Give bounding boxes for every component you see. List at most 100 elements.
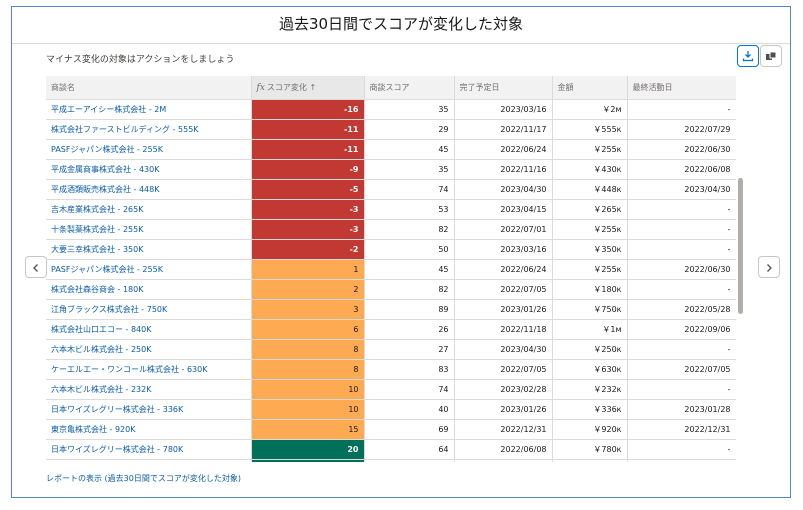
opportunity-name-cell: 大要三幸株式会社 - 350K <box>46 239 252 260</box>
opportunity-link[interactable]: PASFジャパン株式会社 - 255K <box>51 145 163 154</box>
close-date-cell: 2022/07/01 <box>454 219 553 240</box>
opportunity-link[interactable]: 六本木ビル株式会社 - 232K <box>51 385 152 394</box>
download-button[interactable] <box>737 45 759 67</box>
last-activity-cell: 2022/09/06 <box>627 319 736 340</box>
last-activity-cell: - <box>627 199 736 220</box>
next-button[interactable] <box>758 256 780 278</box>
scrollbar-thumb[interactable] <box>738 178 743 314</box>
card-title: 過去30日間でスコアが変化した対象 <box>12 7 790 44</box>
close-date-cell: 2023/01/22 <box>454 459 553 462</box>
table-header-row: 商談名 fx スコア変化 ↑ 商談スコア 完了予定日 金額 最終活動日 <box>46 76 736 100</box>
close-date-cell: 2022/07/05 <box>454 279 553 300</box>
amount-cell: ￥630к <box>552 359 628 380</box>
last-activity-cell: - <box>627 439 736 460</box>
last-activity-cell: - <box>627 379 736 400</box>
opportunity-name-cell: 江角ブラックス株式会社 - 750K <box>46 299 252 320</box>
table-row: 十条製薬株式会社 - 255K -3 82 2022/07/01 ￥255к - <box>46 219 736 240</box>
last-activity-cell: 2022/06/08 <box>627 159 736 180</box>
table-row: 江角ブラックス株式会社 - 750K 3 89 2023/01/26 ￥750к 2022… <box>46 299 736 320</box>
column-header-opportunity-name[interactable]: 商談名 <box>46 76 252 100</box>
opportunity-link[interactable]: 日本ワイズレグリー株式会社 - 780K <box>51 445 184 454</box>
column-header-opportunity-score[interactable]: 商談スコア <box>364 76 455 100</box>
close-date-cell: 2023/04/30 <box>454 179 553 200</box>
previous-button[interactable] <box>25 256 47 278</box>
table-row: 六本木ビル株式会社 - 250K 8 27 2023/04/30 ￥250к - <box>46 339 736 360</box>
score-change-cell: -3 <box>251 199 365 220</box>
table-row: 日本ワイズレグリー株式会社 - 336K 10 40 2023/01/26 ￥336к 2… <box>46 399 736 420</box>
opportunity-name-cell: 六本木ビル株式会社 - 250K <box>46 339 252 360</box>
opportunity-link[interactable]: 平成酒類販売株式会社 - 448K <box>51 185 160 194</box>
opportunity-score-cell: 74 <box>364 179 455 200</box>
close-date-cell: 2023/03/16 <box>454 99 553 120</box>
opportunity-link[interactable]: 株式会社ファーストビルディング - 555K <box>51 125 199 134</box>
chevron-right-icon <box>764 258 774 277</box>
table-row: 六本木ビル株式会社 - 232K 10 74 2023/02/28 ￥232к - <box>46 379 736 400</box>
opportunity-link[interactable]: 平成エーアイシー株式会社 - 2M <box>51 105 167 114</box>
last-activity-cell: - <box>627 279 736 300</box>
opportunity-score-cell: 82 <box>364 279 455 300</box>
close-date-cell: 2022/06/24 <box>454 139 553 160</box>
table-row: 大要三幸株式会社 - 350K -2 50 2023/03/16 ￥350к - <box>46 239 736 260</box>
amount-cell: ￥555к <box>552 119 628 140</box>
opportunity-score-cell: 26 <box>364 319 455 340</box>
view-options-icon <box>765 47 777 66</box>
opportunity-link[interactable]: 平成金属商事株式会社 - 430K <box>51 165 160 174</box>
last-activity-cell: 2022/12/31 <box>627 419 736 440</box>
view-report-link[interactable]: レポートの表示 (過去30日間でスコアが変化した対象) <box>46 474 241 483</box>
opportunity-link[interactable]: 株式会社森谷商会 - 180K <box>51 285 144 294</box>
opportunity-score-cell: 29 <box>364 119 455 140</box>
column-header-close-date[interactable]: 完了予定日 <box>454 76 553 100</box>
column-header-score-change[interactable]: fx スコア変化 ↑ <box>251 76 365 100</box>
opportunity-link[interactable]: 六本木ビル株式会社 - 250K <box>51 345 152 354</box>
opportunity-score-cell: 33 <box>364 459 455 462</box>
score-change-cell: 8 <box>251 339 365 360</box>
opportunity-name-cell: 平成金属商事株式会社 - 430K <box>46 159 252 180</box>
table-row: 株式会社ファーストビルディング - 555K -11 29 2022/11/17 ￥55… <box>46 119 736 140</box>
opportunity-score-cell: 50 <box>364 239 455 260</box>
last-activity-cell: - <box>627 219 736 240</box>
column-header-last-activity[interactable]: 最終活動日 <box>627 76 736 100</box>
column-header-amount[interactable]: 金額 <box>552 76 628 100</box>
opportunity-link[interactable]: 株式会社山口エコー - 840K <box>51 325 152 334</box>
view-options-button[interactable] <box>760 45 782 67</box>
amount-cell: ￥255к <box>552 259 628 280</box>
close-date-cell: 2022/06/08 <box>454 439 553 460</box>
opportunity-score-cell: 40 <box>364 399 455 420</box>
table-row: 日本ワイズレグリー株式会社 - 780K 20 64 2022/06/08 ￥780к - <box>46 439 736 460</box>
opportunity-link[interactable]: ケーエルエー・ワンコール株式会社 - 630K <box>51 365 208 374</box>
opportunity-name-cell: 東京亀株式会社 - 920K <box>46 419 252 440</box>
opportunity-link[interactable]: 十条製薬株式会社 - 255K <box>51 225 144 234</box>
amount-cell: ￥920к <box>552 419 628 440</box>
opportunity-score-cell: 69 <box>364 419 455 440</box>
card-subtitle: マイナス変化の対象はアクションをしましょう <box>46 55 235 65</box>
opportunity-link[interactable]: 日本ワイズレグリー株式会社 - 336K <box>51 405 184 414</box>
last-activity-cell: 2022/06/30 <box>627 139 736 160</box>
amount-cell: ￥250к <box>552 339 628 360</box>
opportunity-score-cell: 64 <box>364 439 455 460</box>
opportunity-name-cell: 吉木産業株式会社 - 265K <box>46 199 252 220</box>
opportunity-link[interactable]: PASFジャパン株式会社 - 255K <box>51 265 163 274</box>
amount-cell: ￥2м <box>552 99 628 120</box>
close-date-cell: 2022/11/17 <box>454 119 553 140</box>
score-change-cell: -2 <box>251 239 365 260</box>
score-change-cell: 3 <box>251 299 365 320</box>
opportunity-link[interactable]: 吉木産業株式会社 - 265K <box>51 205 144 214</box>
close-date-cell: 2023/04/15 <box>454 199 553 220</box>
score-change-cell: -11 <box>251 139 365 160</box>
opportunity-name-cell: PASFジャパン株式会社 - 255K <box>46 259 252 280</box>
opportunity-link[interactable]: 東京亀株式会社 - 920K <box>51 425 136 434</box>
opportunity-score-cell: 82 <box>364 219 455 240</box>
amount-cell: ￥780к <box>552 439 628 460</box>
table-row: PASFジャパン株式会社 - 255K -11 45 2022/06/24 ￥255к 2… <box>46 139 736 160</box>
last-activity-cell: 2022/05/28 <box>627 299 736 320</box>
table-row: 平成エーアイシー株式会社 - 2M -16 35 2023/03/16 ￥2м - <box>46 99 736 120</box>
opportunity-score-cell: 89 <box>364 299 455 320</box>
score-change-cell: 10 <box>251 379 365 400</box>
table-row: 東京亀株式会社 - 920K 15 69 2022/12/31 ￥920к 2022/12… <box>46 419 736 440</box>
opportunity-link[interactable]: 大要三幸株式会社 - 350K <box>51 245 144 254</box>
table-row: 株式会社山口エコー - 840K 6 26 2022/11/18 ￥1м 2022/09/… <box>46 319 736 340</box>
close-date-cell: 2023/02/28 <box>454 379 553 400</box>
score-change-cell: -9 <box>251 159 365 180</box>
score-change-cell: 15 <box>251 419 365 440</box>
opportunity-link[interactable]: 江角ブラックス株式会社 - 750K <box>51 305 168 314</box>
